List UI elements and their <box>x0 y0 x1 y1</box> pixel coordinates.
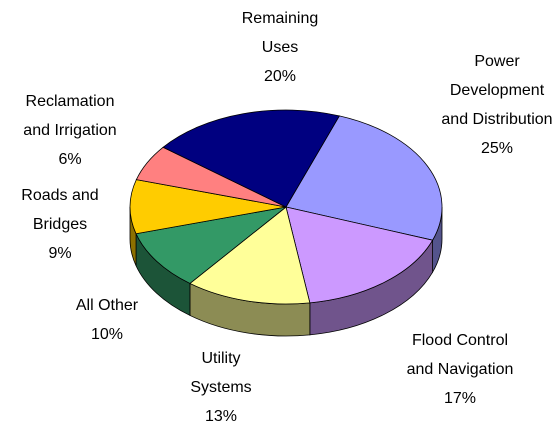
slice-label: Flood Control and Navigation 17% <box>399 326 521 413</box>
category-name: Reclamation and Irrigation <box>23 93 117 139</box>
pie-slice <box>162 109 340 208</box>
pie-slice <box>135 206 287 284</box>
percent-label: 25% <box>480 140 514 157</box>
percent-label: 13% <box>204 408 238 425</box>
category-name: All Other <box>75 297 139 314</box>
pie-slice <box>285 206 434 304</box>
percent-label: 10% <box>90 326 124 343</box>
category-name: Flood Control and Navigation <box>406 332 514 378</box>
slice-label: Power Development and Distribution 25% <box>436 47 558 163</box>
percent-label: 9% <box>48 245 72 262</box>
slice-label: Utility Systems 13% <box>181 344 261 431</box>
slice-label: Remaining Uses 20% <box>230 4 330 91</box>
category-name: Power Development and Distribution <box>441 53 553 128</box>
category-name: Remaining Uses <box>241 10 319 56</box>
slice-label: All Other 10% <box>62 291 152 349</box>
slice-label: Reclamation and Irrigation 6% <box>13 87 127 174</box>
slice-label: Roads and Bridges 9% <box>10 181 110 268</box>
percent-label: 20% <box>263 68 297 85</box>
pie-slice <box>285 115 443 241</box>
category-name: Utility Systems <box>190 350 252 396</box>
category-name: Roads and Bridges <box>21 187 99 233</box>
percent-label: 17% <box>443 390 477 407</box>
percent-label: 6% <box>58 151 82 168</box>
pie-slice <box>129 179 287 235</box>
pie-slice <box>189 206 311 305</box>
